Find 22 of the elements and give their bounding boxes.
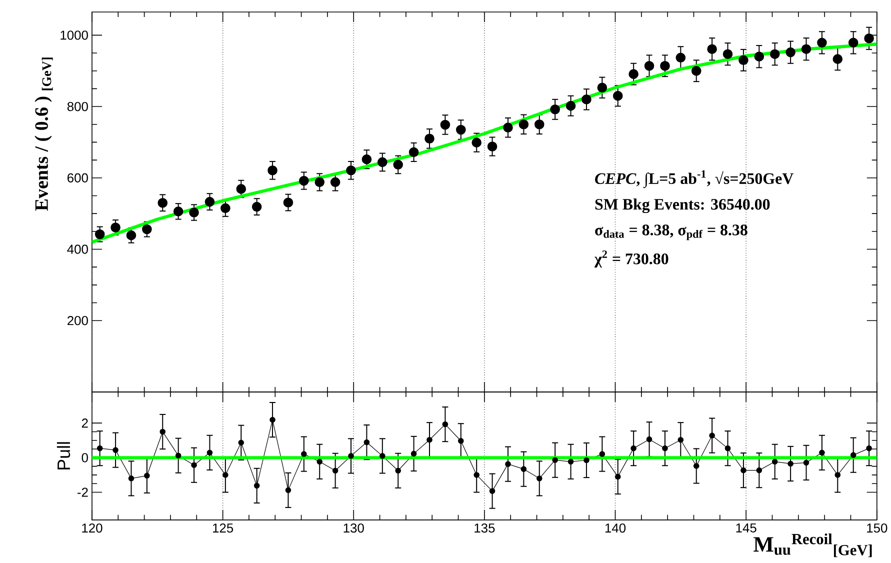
x-axis-title: M$_{uu}$Recoil[GeV] <box>754 533 872 558</box>
y-axis-title: Pull <box>56 442 70 470</box>
annotation: CEPC, ∫L=5 ab$^{-1}$, √s=250GeV <box>595 170 794 188</box>
y-tick-label: -2 <box>78 488 88 497</box>
y-tick-label: 1000 <box>60 30 88 40</box>
x-tick-label: 120 <box>82 523 102 533</box>
y-tick-label: 800 <box>67 102 88 112</box>
y-tick-label: 600 <box>68 173 88 182</box>
annotation: SM Bkg Events: 36540.00 <box>595 198 770 214</box>
x-tick-label: 125 <box>212 523 234 533</box>
x-tick-label: 135 <box>474 523 495 533</box>
y-axis-title: Events / ( 0.6 ) $_{[GeV]}$ <box>34 58 53 211</box>
y-tick-label: 400 <box>67 244 88 254</box>
annotation: χ$^{2}$ = 730.80 <box>594 250 668 268</box>
y-tick-label: 0 <box>82 453 88 462</box>
y-tick-label: 2 <box>82 418 88 428</box>
x-tick-label: 140 <box>605 523 626 533</box>
x-tick-label: 130 <box>344 523 364 533</box>
x-tick-label: 145 <box>736 523 756 533</box>
annotation: σ$_{data}$ = 8.38, σ$_{pdf}$ = 8.38 <box>595 224 748 240</box>
x-tick-label: 150 <box>867 523 888 533</box>
y-tick-label: 200 <box>68 316 88 326</box>
